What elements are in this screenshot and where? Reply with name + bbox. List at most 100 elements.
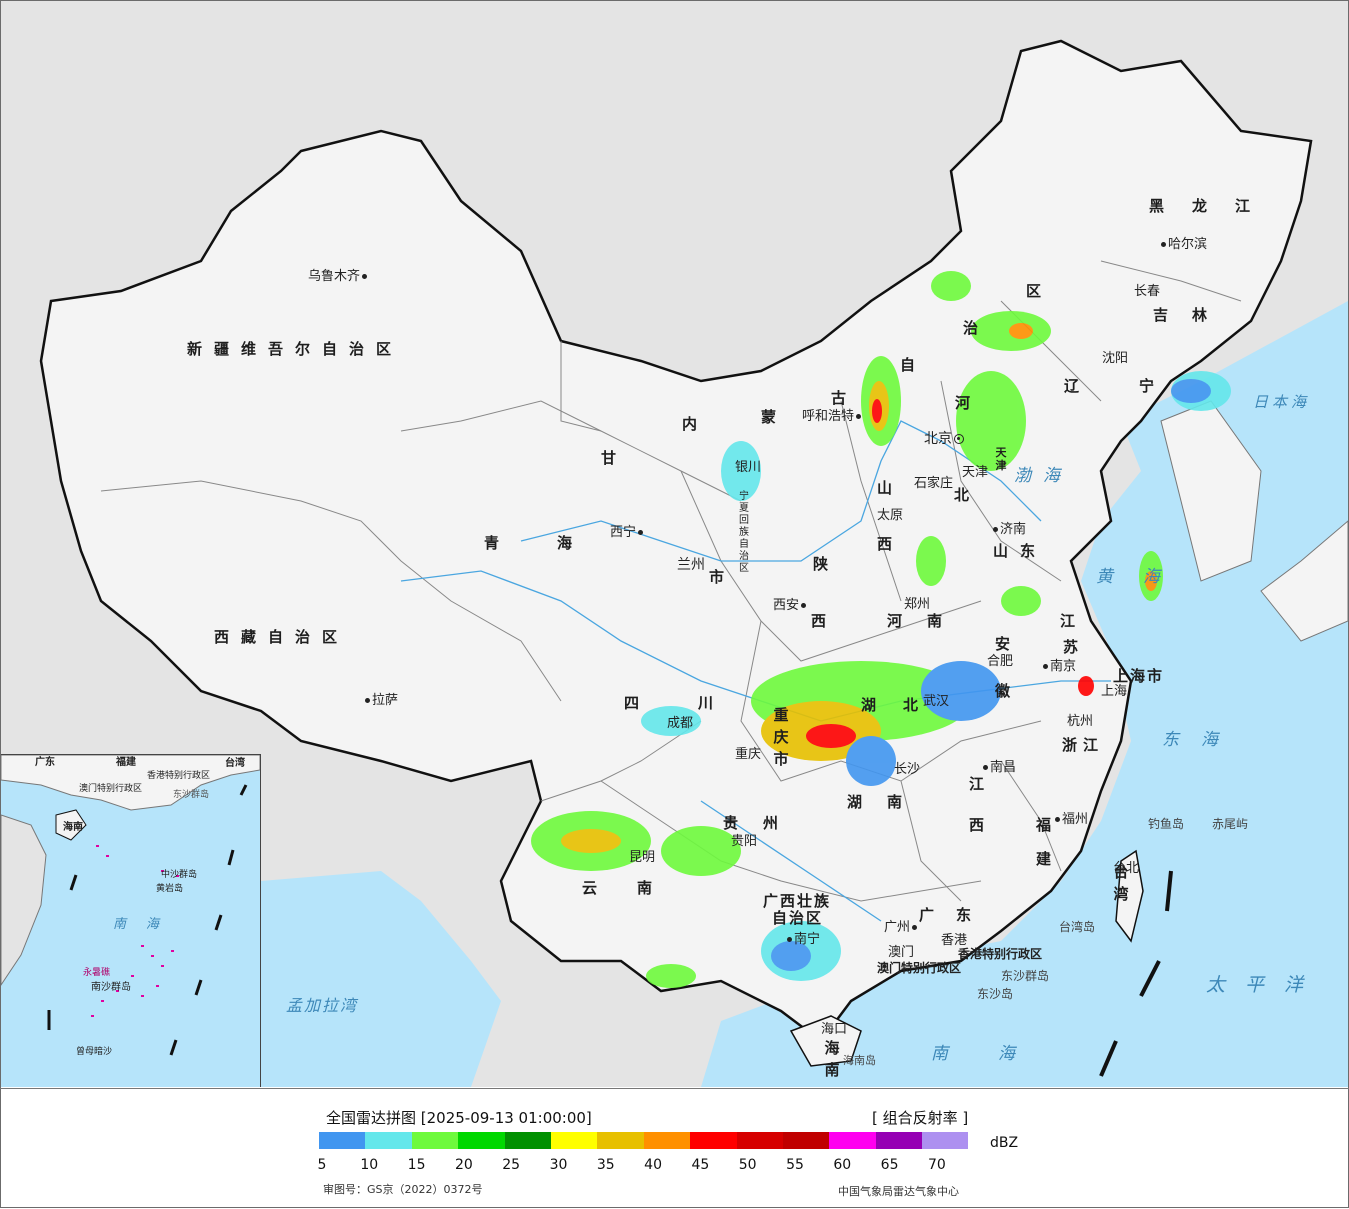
inset-label: 东沙群岛 (173, 790, 210, 800)
province-label: 黑龙江 (1149, 197, 1279, 215)
scale-tick-label: 20 (454, 1157, 473, 1173)
city-label: 广州 (884, 921, 919, 934)
city-label: 北京 (924, 432, 966, 446)
scale-tick-label: 10 (360, 1157, 379, 1173)
city-label: 南昌 (981, 761, 1016, 774)
city-label: 武汉 (923, 694, 950, 709)
province-label: 治 (963, 319, 991, 337)
product-name: [ 组合反射率 ] (872, 1109, 969, 1127)
city-label: 台北 (1113, 861, 1140, 876)
china-land (39, 39, 1313, 1043)
sea-label: 东海 (1162, 730, 1240, 750)
province-label: 市 (709, 568, 737, 586)
province-label: 广东 (919, 906, 994, 924)
province-label: 贵 (723, 814, 751, 832)
scale-tick-label: 65 (880, 1157, 899, 1173)
province-label: 区 (1026, 282, 1054, 300)
city-label: 海口 (821, 1022, 848, 1037)
color-swatch (319, 1132, 366, 1149)
province-label: 甘 (601, 449, 629, 467)
radar-echoes (531, 271, 1231, 988)
province-label: 陕 (813, 555, 841, 573)
bay-of-bengal (261, 871, 501, 1087)
province-label: 天津 (995, 446, 1007, 472)
province-label: 宁夏回族自治区 (739, 491, 749, 574)
island-label: 台湾岛 (1059, 920, 1096, 934)
city-label: 成都 (667, 716, 694, 731)
inset-hainan (55, 809, 87, 841)
city-label: 西安 (773, 599, 808, 612)
province-label: 山东 (993, 542, 1048, 560)
city-label: 太原 (877, 508, 904, 523)
city-label: 哈尔滨 (1159, 238, 1207, 251)
color-swatch (690, 1132, 737, 1149)
province-label: 江 (969, 775, 997, 793)
city-label: 济南 (991, 523, 1026, 536)
province-label: 澳门特别行政区 (877, 961, 962, 975)
city-label: 福州 (1053, 813, 1088, 826)
island-label: 东沙岛 (977, 987, 1014, 1001)
province-label: 重庆市 (773, 706, 789, 768)
province-label: 四 (624, 694, 652, 712)
island-label: 海南岛 (843, 1054, 876, 1067)
inset-islands (91, 845, 179, 1017)
color-swatch (504, 1132, 551, 1149)
province-label: 广西壮族 (763, 892, 832, 910)
color-swatch (736, 1132, 783, 1149)
scale-tick-label: 45 (691, 1157, 710, 1173)
legend: 全国雷达拼图 [2025-09-13 01:00:00] [ 组合反射率 ] d… (0, 1088, 1349, 1209)
inset-label: 中沙群岛 (161, 870, 198, 880)
approval-number: 审图号：GS京（2022）0372号 (323, 1183, 483, 1196)
province-label: 南 (637, 879, 665, 897)
inset-land (1, 755, 260, 811)
color-swatch (782, 1132, 830, 1149)
color-swatch (922, 1132, 969, 1149)
province-label: 安 (995, 635, 1023, 653)
province-label: 南 (887, 793, 915, 811)
inset-label: 黄岩岛 (156, 884, 184, 894)
city-label: 合肥 (987, 654, 1014, 669)
city-label: 重庆 (735, 747, 762, 762)
province-label: 北 (954, 486, 982, 504)
inset-vietnam (1, 814, 47, 986)
city-label: 银川 (735, 460, 762, 475)
province-label: 古 (831, 389, 859, 407)
island-label: 东沙群岛 (1001, 969, 1050, 983)
province-label: 内 (682, 415, 710, 433)
sea-label: 渤海 (1014, 466, 1072, 486)
color-scale (319, 1132, 969, 1149)
province-label: 西 (811, 612, 839, 630)
data-source: 中国气象局雷达气象中心 (838, 1185, 959, 1198)
province-label: 山 (877, 479, 905, 497)
province-label: 蒙 (761, 408, 789, 426)
inset-label: 澳门特别行政区 (79, 784, 143, 794)
inset-label: 曾母暗沙 (76, 1047, 113, 1057)
province-label: 浙江 (1062, 736, 1105, 754)
province-label: 辽 (1064, 377, 1092, 395)
scale-tick-label: 40 (644, 1157, 662, 1173)
legend-title: 全国雷达拼图 [2025-09-13 01:00:00] (326, 1109, 592, 1127)
city-label: 拉萨 (363, 694, 398, 707)
inset-label: 南沙群岛 (91, 982, 131, 993)
inset-label: 香港特别行政区 (147, 771, 211, 781)
inset-label: 福建 (116, 757, 136, 768)
island-label: 赤尾屿 (1212, 817, 1249, 831)
inset-map (1, 755, 260, 1056)
province-label: 河 (955, 394, 983, 412)
province-label: 自治区 (772, 909, 824, 927)
province-label: 北 (903, 696, 931, 714)
city-label: 乌鲁木齐 (308, 270, 369, 283)
city-label: 贵阳 (731, 834, 758, 849)
inset-label: 南海 (113, 917, 180, 932)
scale-tick-label: 50 (738, 1157, 757, 1173)
city-label: 杭州 (1067, 714, 1094, 729)
scale-tick-label: 25 (502, 1157, 521, 1173)
city-label: 郑州 (904, 597, 931, 612)
city-label: 澳门 (888, 945, 915, 960)
province-label: 自 (900, 356, 928, 374)
province-label: 青 (484, 534, 512, 552)
city-label: 沈阳 (1102, 351, 1129, 366)
province-label: 建 (1036, 850, 1064, 868)
province-label: 云 (582, 879, 610, 897)
city-label: 天津 (962, 465, 989, 480)
